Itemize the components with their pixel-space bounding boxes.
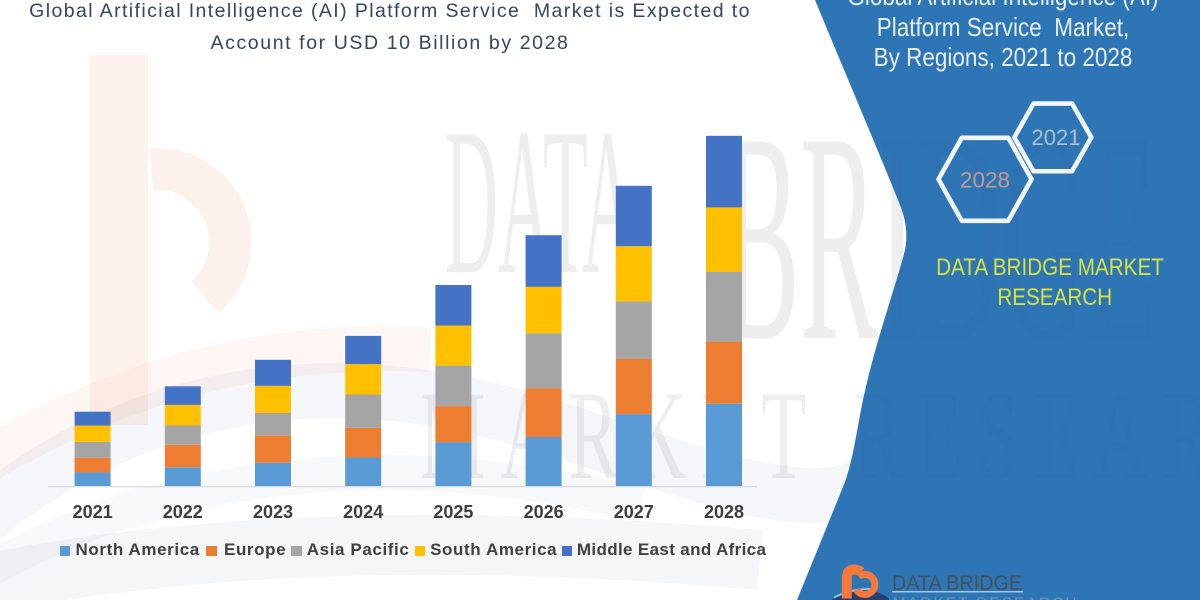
svg-text:2021: 2021 xyxy=(1032,125,1081,150)
svg-text:2028: 2028 xyxy=(960,167,1010,192)
svg-text:MARKET RESEARCH: MARKET RESEARCH xyxy=(893,595,1079,600)
svg-text:DATA BRIDGE: DATA BRIDGE xyxy=(892,572,1022,595)
